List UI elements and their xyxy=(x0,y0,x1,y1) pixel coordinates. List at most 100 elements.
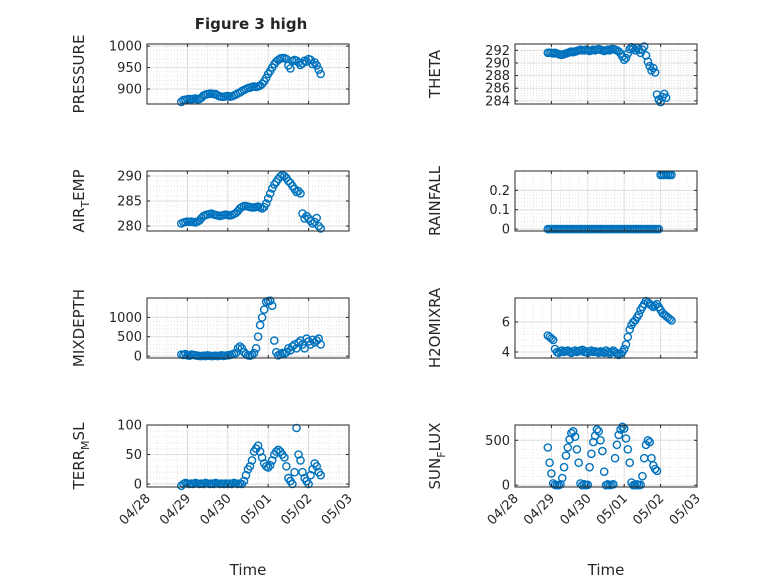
y-tick-label: 900 xyxy=(117,83,142,98)
axes-box xyxy=(514,297,698,359)
data-point xyxy=(241,470,251,480)
data-point xyxy=(253,441,263,451)
y-tick-label: 280 xyxy=(117,220,142,235)
y-tick-label: 292 xyxy=(485,44,510,59)
data-point xyxy=(568,426,578,436)
x-tick-label: 04/28 xyxy=(485,491,522,528)
subplot-4: 0 0.1 0.2 RAINFALL xyxy=(426,165,698,238)
y-tick-label: 0 xyxy=(134,350,142,365)
data-point xyxy=(570,432,580,442)
data-point xyxy=(598,446,607,456)
y-axis-label: SUNFLUX xyxy=(426,423,448,490)
data-point xyxy=(312,61,322,70)
data-point xyxy=(634,310,644,319)
data-point xyxy=(661,93,671,102)
data-point xyxy=(304,479,313,489)
data-point xyxy=(249,348,259,358)
data-point xyxy=(638,471,647,481)
x-tick-label: 05/03 xyxy=(667,491,704,528)
y-tick-label: 500 xyxy=(117,330,142,345)
data-point xyxy=(280,453,289,462)
data-point xyxy=(235,342,245,351)
subplot-1: 900 950 1000 PRESSURE xyxy=(70,35,350,113)
data-point xyxy=(614,430,624,440)
data-point xyxy=(665,314,675,324)
series-points xyxy=(543,42,671,107)
data-point xyxy=(609,479,618,489)
data-point xyxy=(284,343,293,353)
y-tick-label: 286 xyxy=(485,82,510,97)
data-point xyxy=(261,199,271,208)
series-points xyxy=(543,296,676,360)
data-point xyxy=(306,470,315,480)
data-point xyxy=(543,443,553,452)
data-point xyxy=(656,97,665,107)
data-point xyxy=(239,476,249,486)
x-axis-label: Time xyxy=(587,561,625,579)
data-point xyxy=(257,313,267,322)
x-tick-label: 04/30 xyxy=(558,491,595,528)
data-point xyxy=(257,204,267,213)
y-axis-label: MIXDEPTH xyxy=(70,289,88,367)
x-tick-label: 05/01 xyxy=(238,491,275,528)
data-point xyxy=(572,444,582,454)
data-point xyxy=(290,467,299,477)
y-tick-label: 288 xyxy=(485,69,510,84)
y-tick-label: 0 xyxy=(134,478,142,493)
x-axis-label: Time xyxy=(229,561,267,579)
data-point xyxy=(559,462,569,472)
y-axis-label: THETA xyxy=(426,49,444,99)
data-point xyxy=(292,343,301,353)
subplot-5: 0 500 1000 MIXDEPTH xyxy=(70,289,350,367)
data-point xyxy=(312,213,322,223)
y-tick-label: 4 xyxy=(502,346,510,361)
series-points xyxy=(176,53,326,107)
data-point xyxy=(561,451,571,460)
data-point xyxy=(563,443,573,452)
data-point xyxy=(257,79,267,89)
data-point xyxy=(294,338,303,347)
figure-title: Figure 3 high xyxy=(195,15,308,33)
data-point xyxy=(645,437,655,447)
subplot-8: 0 500 SUNFLUX 04/28 04/29 04/30 05/01 05/02 05/0… xyxy=(426,422,704,579)
data-point xyxy=(263,463,273,472)
x-tick-label: 04/30 xyxy=(198,491,235,528)
data-point xyxy=(316,340,326,349)
data-point xyxy=(233,343,243,353)
data-point xyxy=(639,42,649,51)
axes-box xyxy=(514,424,698,488)
data-point xyxy=(269,180,279,189)
axes-box xyxy=(514,43,698,105)
y-tick-label: 0 xyxy=(502,223,510,238)
data-point xyxy=(288,342,297,351)
y-axis-label: AIRTEMP xyxy=(70,169,92,232)
y-tick-label: 285 xyxy=(117,195,142,210)
y-tick-label: 0.1 xyxy=(489,203,510,218)
axes-box xyxy=(146,424,350,488)
data-point xyxy=(558,473,567,483)
data-point xyxy=(548,335,558,345)
data-point xyxy=(294,186,303,196)
subplot-6: 4 6 H2OMIXRA xyxy=(426,287,698,368)
y-tick-label: 290 xyxy=(117,170,142,185)
y-tick-label: 100 xyxy=(117,419,142,434)
data-point xyxy=(599,467,609,477)
x-tick-label: 05/02 xyxy=(278,491,315,528)
data-point xyxy=(619,55,629,65)
data-point xyxy=(316,470,326,480)
data-point xyxy=(643,435,653,445)
data-point xyxy=(643,57,653,67)
data-point xyxy=(574,458,584,468)
data-point xyxy=(585,462,594,472)
y-tick-label: 6 xyxy=(502,316,510,331)
x-tick-label: 05/02 xyxy=(630,491,667,528)
axes-box xyxy=(146,297,350,359)
y-tick-label: 500 xyxy=(485,434,510,449)
data-point xyxy=(547,334,556,343)
x-tick-label: 04/28 xyxy=(117,491,154,528)
data-point xyxy=(296,456,305,465)
data-point xyxy=(596,435,605,445)
